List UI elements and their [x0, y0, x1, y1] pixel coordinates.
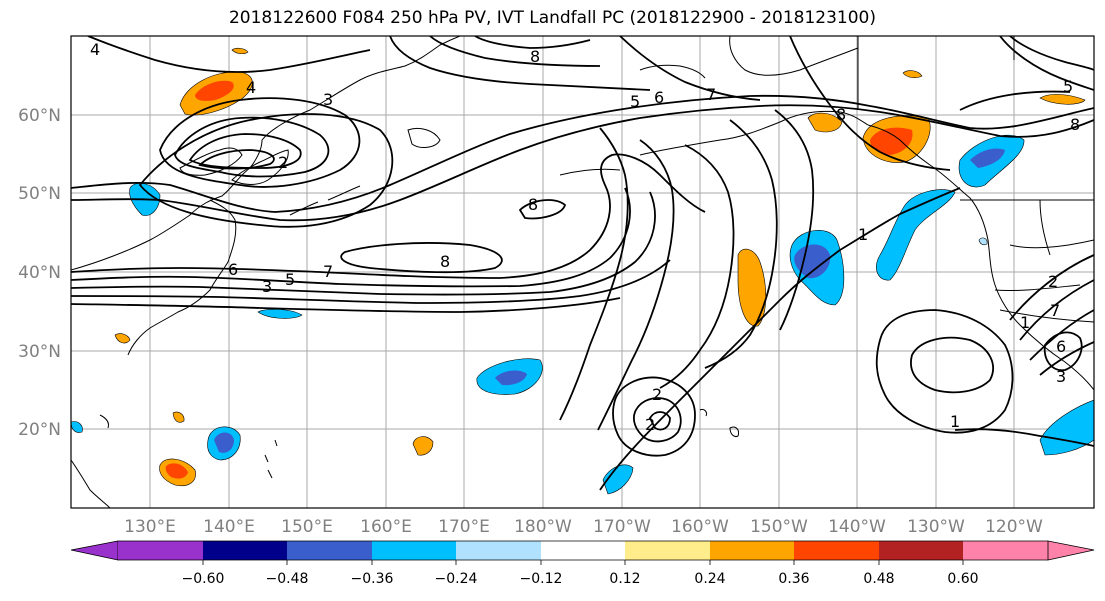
positive-anomaly-region	[114, 333, 131, 344]
contour-label: 8	[528, 195, 538, 214]
map-content: 4 4 3 2 8 8 8 7 6 5 5 6 7 8 8 1 1 2 2 2 …	[71, 36, 1094, 508]
positive-core-region	[870, 127, 913, 155]
gridlines	[71, 36, 1094, 508]
contour-label: 8	[836, 105, 846, 124]
negative-anomaly-region	[978, 237, 988, 246]
contour-label: 4	[90, 40, 100, 59]
positive-anomaly-region	[231, 47, 249, 55]
contour-label: 2	[652, 385, 662, 404]
colorbar-segment	[372, 541, 456, 560]
colorbar-segment	[541, 541, 625, 560]
lon-label: 130°E	[124, 517, 176, 537]
contour-label: 2	[1048, 272, 1058, 291]
lat-label: 50°N	[18, 184, 61, 204]
contour-label: 5	[1063, 77, 1073, 96]
latitude-labels: 60°N 50°N 40°N 30°N 20°N	[18, 106, 61, 440]
lat-label: 30°N	[18, 342, 61, 362]
contour-label: 2	[645, 415, 655, 434]
positive-core-region	[195, 80, 234, 101]
contour-label: 3	[323, 90, 333, 109]
positive-anomaly-region	[412, 436, 434, 456]
lat-label: 40°N	[18, 263, 61, 283]
colorbar-tick-label: −0.48	[266, 571, 309, 587]
colorbar-segment	[203, 541, 287, 560]
colorbar-segment	[963, 541, 1048, 560]
lon-label: 180°W	[514, 517, 572, 537]
lon-label: 160°E	[360, 517, 412, 537]
colorbar-tick-labels: −0.60 −0.48 −0.36 −0.24 −0.12 0.12 0.24 …	[182, 571, 979, 587]
lon-label: 150°E	[281, 517, 333, 537]
colorbar-tick-label: −0.36	[351, 571, 394, 587]
contour-label: 8	[530, 47, 540, 66]
colorbar-tick-label: 0.24	[694, 571, 725, 587]
contour-label: 1	[950, 412, 960, 431]
negative-anomaly-region	[602, 464, 634, 495]
colorbar-tick-label: −0.60	[182, 571, 225, 587]
negative-core-region	[794, 244, 831, 279]
colorbar-ticks	[202, 560, 964, 565]
colorbar-segment	[710, 541, 794, 560]
lon-label: 150°W	[750, 517, 808, 537]
colorbar-extend-right	[1047, 540, 1095, 561]
contour-label: 8	[1070, 115, 1080, 134]
negative-anomaly-region	[257, 309, 303, 319]
colorbar-segment	[287, 541, 372, 560]
contour-label: 7	[1050, 301, 1060, 320]
colorbar-segment	[118, 541, 203, 560]
colorbar-segment	[456, 541, 541, 560]
map-frame	[70, 35, 1095, 509]
lon-label: 170°E	[438, 517, 490, 537]
colorbar-tick-label: −0.24	[435, 571, 478, 587]
contour-label: 7	[706, 85, 716, 104]
contour-label: 8	[440, 252, 450, 271]
negative-anomaly-region	[1039, 399, 1094, 456]
lon-label: 160°W	[671, 517, 729, 537]
negative-core-region	[214, 432, 234, 453]
pv-contours	[71, 36, 1094, 491]
lon-label: 170°W	[593, 517, 651, 537]
colorbar-segment	[794, 541, 879, 560]
contour-label: 6	[1056, 337, 1066, 356]
contour-label: 3	[1056, 367, 1066, 386]
contour-label: 6	[654, 88, 664, 107]
positive-anomaly-region	[172, 411, 185, 423]
colorbar-tick-label: 0.36	[778, 571, 809, 587]
colorbar-tick-label: 0.12	[609, 571, 640, 587]
contour-label: 6	[228, 260, 238, 279]
lon-label: 140°E	[203, 517, 255, 537]
colorbar-segment	[625, 541, 710, 560]
colorbar-tick-label: 0.60	[947, 571, 978, 587]
negative-core-region	[970, 148, 1005, 168]
lat-label: 20°N	[18, 420, 61, 440]
contour-label: 4	[246, 78, 256, 97]
contour-labels: 4 4 3 2 8 8 8 7 6 5 5 6 7 8 8 1 1 2 2 2 …	[90, 40, 1080, 434]
contour-label: 3	[262, 277, 272, 296]
contour-label: 7	[323, 262, 333, 281]
contour-label: 1	[858, 225, 868, 244]
colorbar-tick-label: 0.48	[863, 571, 894, 587]
colorbar-segment	[879, 541, 963, 560]
negative-anomaly-region	[71, 421, 83, 433]
contour-label: 5	[285, 270, 295, 289]
lon-label: 140°W	[828, 517, 886, 537]
colorbar: −0.60 −0.48 −0.36 −0.24 −0.12 0.12 0.24 …	[70, 540, 1095, 587]
lon-label: 120°W	[985, 517, 1043, 537]
negative-core-region	[495, 370, 527, 386]
lon-label: 130°W	[907, 517, 965, 537]
map-title: 2018122600 F084 250 hPa PV, IVT Landfall…	[228, 8, 876, 28]
positive-anomaly-region	[807, 112, 843, 133]
colorbar-extend-left	[70, 540, 119, 561]
contour-label: 1	[1020, 313, 1030, 332]
positive-anomaly-region	[1039, 94, 1086, 105]
longitude-labels: 130°E 140°E 150°E 160°E 170°E 180°W 170°…	[124, 517, 1043, 537]
contour-label: 5	[630, 92, 640, 111]
lat-label: 60°N	[18, 106, 61, 126]
positive-core-region	[165, 463, 188, 479]
contour-label: 2	[278, 153, 288, 172]
colorbar-tick-label: −0.12	[520, 571, 563, 587]
positive-anomaly-region	[902, 70, 923, 78]
